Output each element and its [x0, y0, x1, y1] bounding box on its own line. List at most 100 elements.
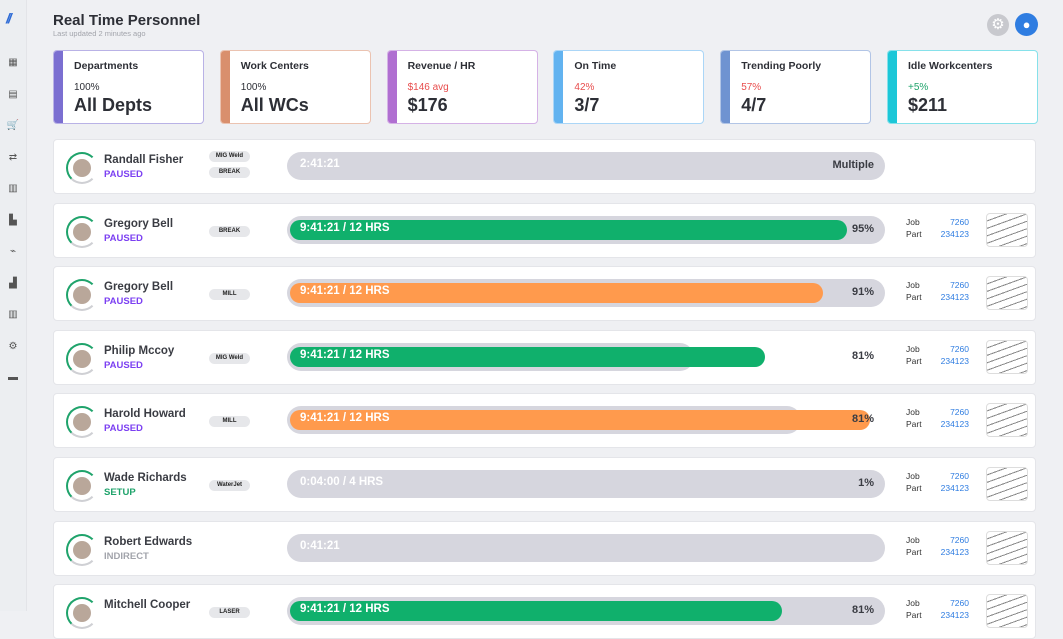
kpi-change: 57% [741, 82, 762, 93]
status-label: PAUSED [104, 359, 143, 371]
nav-settings-icon[interactable]: ⚙ [8, 340, 18, 352]
part-number-link[interactable]: 234123 [940, 292, 969, 303]
status-label: INDIRECT [104, 550, 149, 562]
job-label: Job [906, 407, 920, 418]
progress-percent: 81% [851, 604, 874, 617]
progress-fill [290, 283, 824, 304]
kpi-card[interactable]: On Time 42% 3/7 [553, 50, 705, 124]
nav-org-icon[interactable]: ▟ [9, 277, 17, 289]
elapsed-time: 0:41:21 [300, 539, 340, 552]
kpi-card[interactable]: Idle Workcenters +5% $211 [887, 50, 1038, 124]
personnel-row[interactable]: Wade Richards SETUP WaterJet 0:04:00 / 4… [53, 457, 1036, 512]
personnel-row[interactable]: Gregory Bell PAUSED BREAK 9:41:21 / 12 H… [53, 202, 1036, 258]
logo[interactable]: // [6, 10, 12, 26]
part-drawing-thumbnail[interactable] [986, 530, 1028, 565]
part-drawing-thumbnail[interactable] [986, 339, 1028, 374]
kpi-change: $146 avg [407, 82, 449, 93]
job-number-link[interactable]: 7260 [950, 280, 969, 291]
progress-percent: 81% [851, 349, 874, 362]
page-title: Real Time Personnel [53, 12, 201, 29]
settings-gear-icon[interactable]: ⚙ [987, 14, 1009, 36]
part-drawing-thumbnail[interactable] [986, 403, 1028, 438]
job-number-link[interactable]: 7260 [950, 534, 969, 545]
nav-transfer-icon[interactable]: ⇄ [8, 151, 18, 163]
personnel-row[interactable]: Harold Howard PAUSED MILL 9:41:21 / 12 H… [53, 393, 1036, 449]
status-label: PAUSED [104, 423, 143, 435]
part-number-link[interactable]: 234123 [940, 228, 969, 239]
nav-activity-icon[interactable]: ⌁ [9, 246, 17, 257]
avatar [66, 215, 98, 248]
elapsed-time: 9:41:21 / 12 HRS [300, 348, 390, 361]
part-number-link[interactable]: 234123 [940, 419, 969, 430]
personnel-row[interactable]: Robert Edwards INDIRECT 0:41:21 Job Part 7… [53, 520, 1036, 576]
kpi-accent [721, 51, 731, 123]
nav-calendar-icon[interactable]: ▥ [8, 183, 18, 194]
workcenter-tag[interactable]: LASER [209, 607, 250, 619]
nav-dashboard-icon[interactable]: ▦ [8, 57, 18, 68]
kpi-card[interactable]: Trending Poorly 57% 4/7 [720, 50, 872, 124]
part-drawing-thumbnail[interactable] [986, 212, 1028, 247]
elapsed-time: 9:41:21 / 12 HRS [300, 412, 390, 425]
progress-track [287, 533, 885, 562]
progress-fill [290, 410, 871, 431]
part-number-link[interactable]: 234123 [940, 355, 969, 366]
job-number-link[interactable]: 7260 [950, 407, 969, 418]
job-label: Job [906, 534, 920, 545]
job-number-link[interactable]: 7260 [950, 598, 969, 609]
workcenter-tag[interactable]: MIG Weld [209, 151, 250, 162]
user-avatar-icon[interactable]: ● [1015, 13, 1038, 36]
personnel-row[interactable]: Randall Fisher PAUSED MIG Weld BREAK 2:41… [53, 139, 1036, 194]
workcenter-tag[interactable]: MILL [209, 416, 250, 428]
part-number-link[interactable]: 234123 [940, 610, 969, 621]
sidebar: // ▦ ▤ 🛒 ⇄ ▥ ▙ ⌁ ▟ ▥ ⚙ ▬ [0, 0, 27, 611]
kpi-change: 100% [240, 82, 267, 93]
employee-name: Robert Edwards [104, 535, 193, 548]
kpi-accent [554, 51, 564, 123]
part-drawing-thumbnail[interactable] [986, 276, 1028, 311]
kpi-label: Idle Workcenters [908, 60, 993, 72]
nav-machine-icon[interactable]: ▙ [9, 214, 17, 226]
kpi-accent [387, 51, 397, 123]
workcenter-tag[interactable]: MIG Weld [209, 352, 250, 364]
status-label: PAUSED [104, 232, 143, 244]
status-label: SETUP [104, 487, 136, 498]
workcenter-tag[interactable]: BREAK [209, 225, 250, 237]
kpi-label: Departments [74, 60, 139, 72]
personnel-row[interactable]: Gregory Bell PAUSED MILL 9:41:21 / 12 HR… [53, 266, 1036, 322]
part-number-link[interactable]: 234123 [940, 546, 969, 557]
kpi-card[interactable]: Departments 100% All Depts [53, 50, 204, 124]
part-drawing-thumbnail[interactable] [986, 467, 1028, 501]
nav-chart-icon[interactable]: ▥ [8, 309, 18, 320]
kpi-value: All WCs [240, 95, 309, 115]
kpi-accent [54, 51, 63, 123]
elapsed-time: 0:04:00 / 4 HRS [300, 476, 384, 488]
nav-cart-icon[interactable]: 🛒 [6, 120, 20, 131]
job-label: Job [906, 216, 920, 227]
employee-name: Harold Howard [104, 408, 186, 421]
kpi-value: All Depts [74, 95, 153, 115]
kpi-card[interactable]: Work Centers 100% All WCs [219, 50, 371, 124]
nav-clipboard-icon[interactable]: ▤ [8, 88, 18, 100]
kpi-card[interactable]: Revenue / HR $146 avg $176 [386, 50, 538, 124]
kpi-change: 42% [574, 82, 595, 93]
part-drawing-thumbnail[interactable] [986, 594, 1028, 629]
job-number-link[interactable]: 7260 [950, 216, 969, 227]
personnel-row[interactable]: Philip Mccoy PAUSED MIG Weld 9:41:21 / 1… [53, 329, 1036, 385]
employee-name: Gregory Bell [104, 217, 174, 230]
job-label: Job [906, 598, 920, 609]
workcenter-tag[interactable]: BREAK [209, 167, 250, 178]
part-number-link[interactable]: 234123 [940, 483, 969, 493]
progress-percent: Multiple [832, 159, 874, 171]
job-number-link[interactable]: 7260 [950, 343, 969, 354]
nav-keyboard-icon[interactable]: ▬ [8, 372, 18, 383]
elapsed-time: 9:41:21 / 12 HRS [300, 285, 390, 298]
last-updated: Last updated 2 minutes ago [53, 29, 146, 38]
workcenter-tag[interactable]: MILL [209, 289, 250, 301]
progress-track [287, 470, 885, 498]
progress-percent: 81% [851, 413, 874, 426]
progress-track [287, 152, 885, 180]
kpi-label: On Time [574, 60, 617, 72]
personnel-row[interactable]: Mitchell Cooper LASER 9:41:21 / 12 HRS 8… [53, 584, 1036, 639]
job-number-link[interactable]: 7260 [950, 471, 969, 481]
workcenter-tag[interactable]: WaterJet [209, 480, 250, 491]
